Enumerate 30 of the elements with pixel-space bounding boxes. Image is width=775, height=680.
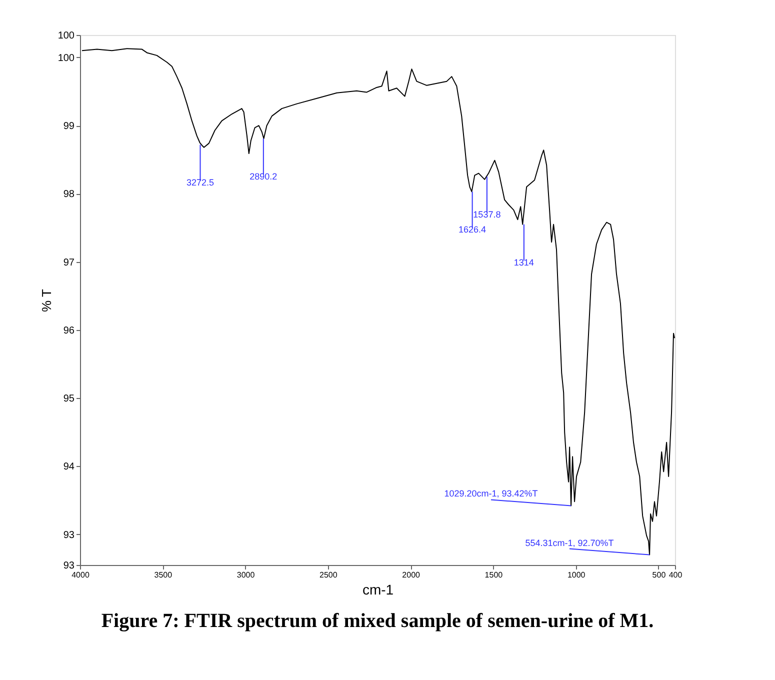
x-tick-label: 2500 <box>320 570 338 580</box>
y-tick-label: 97 <box>63 257 75 268</box>
y-tick-label: 98 <box>63 189 75 200</box>
x-tick-label: 1500 <box>484 570 504 580</box>
x-tick-label: 4000 <box>72 570 90 580</box>
annotation: 1537.8 <box>473 210 501 220</box>
y-tick-label: 93 <box>63 560 75 572</box>
annotation: 1314 <box>514 257 534 268</box>
x-tick-label: 400 <box>668 570 683 580</box>
y-tick-label: 96 <box>63 325 75 336</box>
y-tick-label: 93 <box>63 530 75 541</box>
y-tick-label: 94 <box>63 462 75 473</box>
y-tick-label: 100 <box>58 52 75 64</box>
x-tick-label: 500 <box>652 570 666 580</box>
annotation: 1029.20cm-1, 93.42%T <box>444 488 538 499</box>
x-tick-label: 3000 <box>236 570 256 580</box>
annotation: 1626.4 <box>458 224 486 235</box>
x-tick-label: 1000 <box>567 570 586 580</box>
text: Figure 7: FTIR spectrum of mixed sample of semen-urine of M1. <box>101 610 654 632</box>
y-tick-label: 99 <box>63 121 75 132</box>
y-tick-label: 95 <box>63 394 75 405</box>
annotation: 554.31cm-1, 92.70%T <box>525 538 614 548</box>
x-tick-label: 3500 <box>154 570 173 580</box>
annotation: 2890.2 <box>250 172 278 182</box>
y-tick-label: 100 <box>58 30 75 42</box>
x-tick-label: 2000 <box>402 570 421 580</box>
x-axis-title: cm-1 <box>362 582 394 598</box>
line-series <box>81 48 676 556</box>
y-axis-title: % T <box>38 289 54 312</box>
annotation: 3272.5 <box>186 178 214 188</box>
